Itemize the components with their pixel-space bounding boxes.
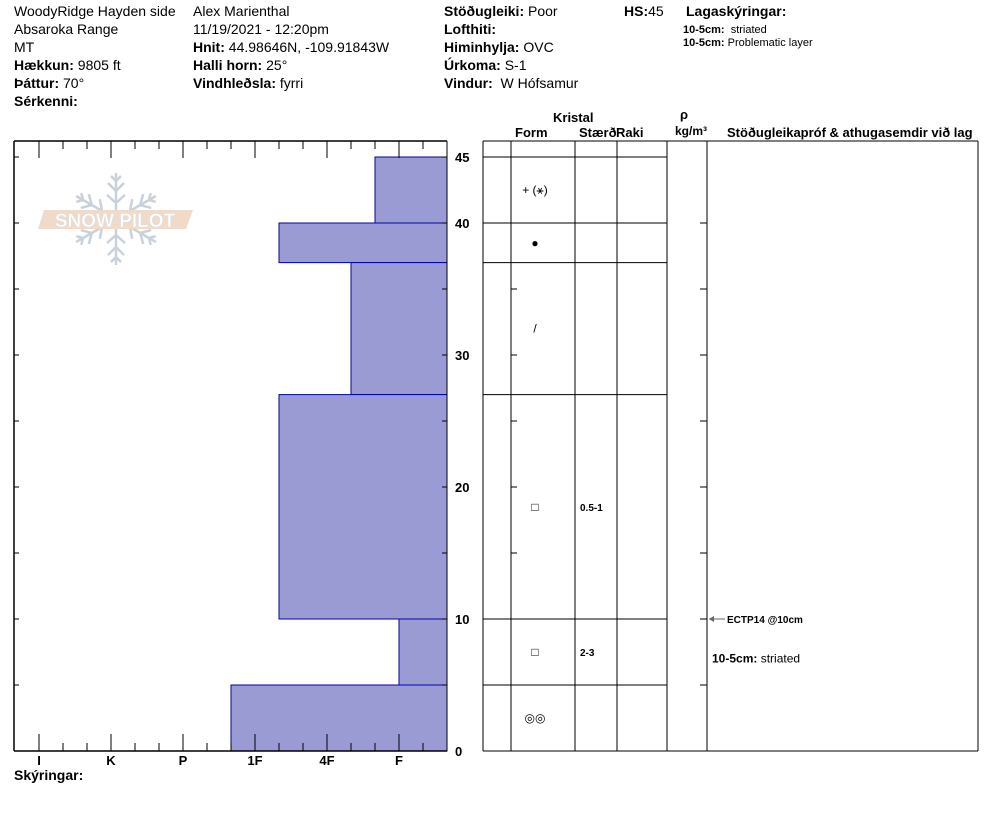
grain-size: 2-3 <box>580 648 595 659</box>
x-tick-label: K <box>106 753 116 768</box>
y-tick-label: 20 <box>455 480 469 495</box>
y-tick-label: 30 <box>455 348 469 363</box>
layer-comment: 10-5cm: striated <box>712 652 800 666</box>
range: Absaroka Range <box>14 21 119 37</box>
hardness-bar <box>350 262 448 396</box>
elevation: Hækkun: 9805 ft <box>14 56 121 74</box>
elevation-value: 9805 ft <box>77 57 121 73</box>
layer-comment-text: striated <box>761 652 800 666</box>
slope: Halli horn: 25° <box>193 56 287 74</box>
aspect-label: Þáttur: <box>14 75 60 91</box>
stability-test: ECTP14 @10cm <box>727 615 803 626</box>
slope-value: 25° <box>266 57 288 73</box>
precip-label: Úrkoma: <box>444 57 501 73</box>
layer-note-range: 10-5cm: <box>683 37 725 49</box>
rho-header: ρ <box>680 107 689 122</box>
datetime: 11/19/2021 - 12:20pm <box>193 21 329 37</box>
sky: Himinhylja: OVC <box>444 38 554 56</box>
legend-label: Skýringar: <box>14 767 84 783</box>
precip-value: S-1 <box>504 57 527 73</box>
elevation-label: Hækkun: <box>14 57 74 73</box>
observer: Alex Marienthal <box>193 3 290 19</box>
hardness-bar <box>278 222 448 264</box>
hs-value: 45 <box>648 3 664 19</box>
state: MT <box>14 39 35 55</box>
y-tick-label: 45 <box>455 150 469 165</box>
grain-size: 0.5-1 <box>580 503 603 514</box>
aspect-value: 70° <box>63 75 85 91</box>
hardness-bar <box>278 394 448 620</box>
wind: Vindur: W Hófsamur <box>444 74 578 92</box>
layer-note-text: striated <box>730 24 767 36</box>
grain-form-symbol: / <box>533 322 537 336</box>
wind-label: Vindur: <box>444 75 493 91</box>
logo-band <box>38 210 193 229</box>
y-tick-label: 40 <box>455 216 469 231</box>
precip: Úrkoma: S-1 <box>444 56 526 74</box>
layer-note: 10-5cm: striated <box>683 24 767 37</box>
grain-form-symbol: + (⚹) <box>522 183 548 197</box>
moisture-header: Raki <box>616 125 644 140</box>
density-unit-header: kg/m³ <box>675 124 708 138</box>
y-tick-label: 10 <box>455 612 469 627</box>
grain-form-symbol: □ <box>531 500 538 514</box>
x-tick-label: 4F <box>319 753 334 768</box>
layer-note: 10-5cm: Problematic layer <box>683 37 813 50</box>
logo-text: SNOW PILOT <box>55 211 176 232</box>
layer-notes-title: Lagaskýringar: <box>686 3 787 19</box>
layer-note-range: 10-5cm: <box>683 24 725 36</box>
coords-value: 44.98646N, -109.91843W <box>228 39 390 55</box>
x-tick-label: 1F <box>247 753 262 768</box>
x-tick-label: P <box>179 753 188 768</box>
slope-label: Halli horn: <box>193 57 263 73</box>
hardness-bar <box>230 684 448 752</box>
wind-value: W Hófsamur <box>500 75 579 91</box>
sky-value: OVC <box>523 39 554 55</box>
location: WoodyRidge Hayden side <box>14 3 176 19</box>
hardness-bar <box>374 156 448 224</box>
snowpilot-logo: SNOW PILOT <box>38 173 193 265</box>
hs: HS:45 <box>624 2 664 20</box>
stability: Stöðugleiki: Poor <box>444 2 558 20</box>
stability-label: Stöðugleiki: <box>444 3 525 19</box>
arrow-head-icon <box>709 616 714 622</box>
air-temp-label: Lofthiti: <box>444 21 497 37</box>
crystal-header: Kristal <box>553 110 594 125</box>
y-tick-label: 0 <box>455 744 462 759</box>
x-tick-label: I <box>37 753 41 768</box>
grain-form-symbol: ◎◎ <box>525 711 546 725</box>
grain-form-symbol: ● <box>531 236 538 250</box>
aspect: Þáttur: 70° <box>14 74 84 92</box>
hs-label: HS: <box>624 3 649 19</box>
stability-value: Poor <box>528 3 558 19</box>
grain-form-symbol: □ <box>531 645 538 659</box>
size-header: Stærð <box>579 125 617 140</box>
coords-label: Hnit: <box>193 39 225 55</box>
x-tick-label: F <box>395 753 403 768</box>
wind-loading: Vindhleðsla: fyrri <box>193 74 303 92</box>
sky-label: Himinhylja: <box>444 39 520 55</box>
wind-loading-label: Vindhleðsla: <box>193 75 276 91</box>
layer-note-text: Problematic layer <box>727 37 813 49</box>
layer-comment-range: 10-5cm: <box>712 652 761 666</box>
comments-header: Stöðugleikapróf & athugasemdir við lag <box>727 125 973 140</box>
hardness-bar <box>398 618 448 686</box>
features-label: Sérkenni: <box>14 93 78 109</box>
form-header: Form <box>515 125 548 140</box>
coords: Hnit: 44.98646N, -109.91843W <box>193 38 389 56</box>
wind-loading-value: fyrri <box>279 75 304 91</box>
